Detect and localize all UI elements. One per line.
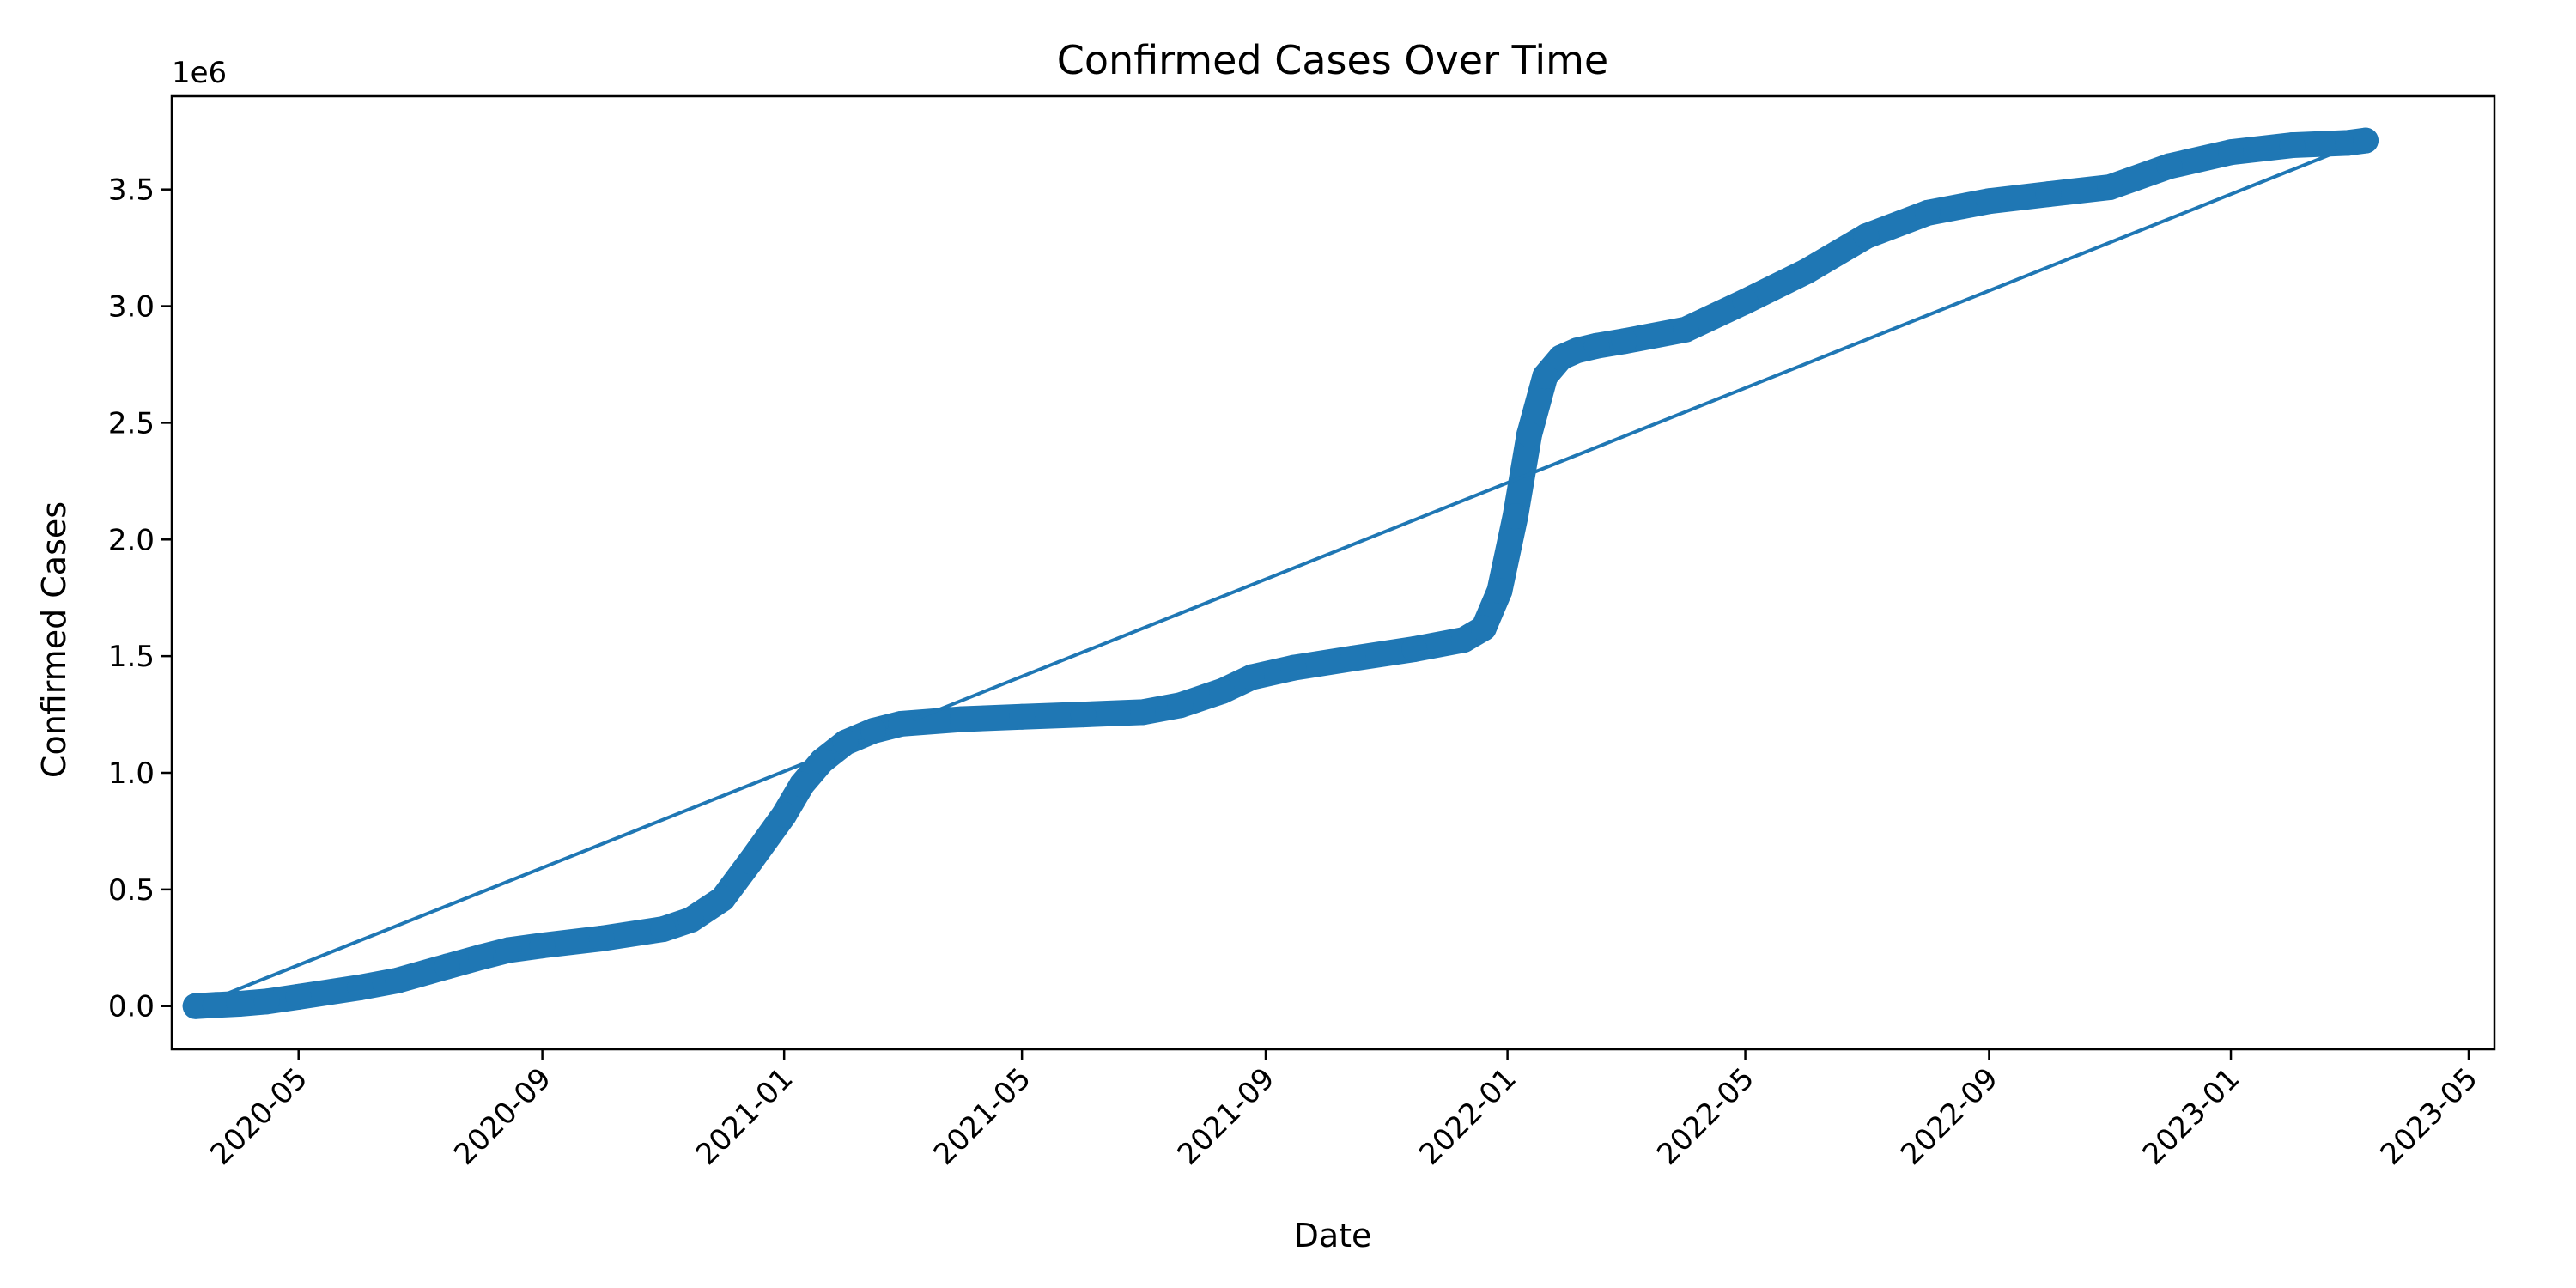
x-tick-label: 2022-05 [1650, 1061, 1761, 1172]
data-point [1502, 503, 1528, 530]
y-scale-label: 1e6 [172, 56, 227, 90]
data-point [1450, 627, 1477, 653]
data-point [1401, 635, 1428, 662]
data-point [888, 710, 914, 737]
data-point [1340, 645, 1366, 671]
y-tick-label: 2.0 [108, 523, 155, 557]
data-point [709, 885, 736, 912]
data-point [385, 967, 411, 993]
data-point [737, 848, 763, 875]
data-point [2279, 132, 2306, 159]
data-point [1486, 578, 1513, 605]
y-tick-label: 1.5 [108, 640, 155, 674]
data-point [1516, 422, 1542, 448]
data-point [1009, 703, 1036, 730]
data-point [226, 991, 252, 1018]
series-connecting-line [194, 138, 2366, 1008]
x-tick-label: 2022-09 [1894, 1061, 2005, 1172]
data-point [253, 988, 280, 1015]
data-point [949, 706, 975, 732]
y-tick-label: 0.5 [108, 873, 155, 908]
y-tick-label: 3.5 [108, 173, 155, 208]
data-point [1129, 699, 1156, 726]
data-point [1583, 332, 1610, 359]
x-tick-label: 2021-05 [927, 1061, 1038, 1172]
data-point [1611, 328, 1637, 355]
data-point [285, 983, 312, 1010]
data-point [677, 907, 704, 933]
x-tick-label: 2020-09 [447, 1061, 558, 1172]
data-point [1794, 258, 1820, 284]
y-tick-label: 0.0 [108, 990, 155, 1024]
data-point [1209, 677, 1236, 704]
data-point [771, 801, 798, 828]
data-point [1564, 337, 1590, 364]
data-point [1732, 289, 1759, 315]
y-tick-label: 3.0 [108, 290, 155, 325]
data-point [1673, 316, 1699, 343]
x-tick-label: 2020-05 [204, 1061, 314, 1172]
x-tick-label: 2021-09 [1171, 1061, 1282, 1172]
x-tick-label: 2023-01 [2136, 1061, 2247, 1172]
data-point [529, 933, 556, 959]
data-point [468, 944, 495, 970]
data-point [182, 993, 209, 1019]
data-point [650, 916, 677, 943]
data-point [832, 729, 859, 756]
data-point [2035, 181, 2062, 208]
data-point [2218, 139, 2245, 166]
data-point [1280, 654, 1307, 681]
data-point [1853, 223, 1880, 250]
chart-title: Confirmed Cases Over Time [1057, 37, 1608, 83]
x-tick-label: 2022-01 [1413, 1061, 1523, 1172]
data-point [788, 771, 815, 798]
data-point [2097, 173, 2123, 200]
data-point [809, 748, 835, 775]
y-tick-label: 1.0 [108, 756, 155, 791]
data-point [860, 718, 887, 744]
data-point [588, 925, 615, 951]
data-point [1470, 615, 1497, 641]
y-axis-label: Confirmed Cases [35, 501, 73, 778]
x-axis-label: Date [1294, 1217, 1372, 1255]
data-point [1914, 199, 1941, 226]
data-point [495, 937, 522, 963]
data-point [1976, 188, 2002, 215]
x-tick-label: 2021-01 [690, 1061, 800, 1172]
data-point [2352, 127, 2379, 154]
y-tick-label: 2.5 [108, 406, 155, 440]
data-point [1070, 702, 1097, 728]
data-point [1238, 664, 1265, 690]
data-point [202, 992, 228, 1018]
plot-frame [170, 94, 2496, 1051]
data-point [1167, 692, 1194, 719]
data-point [1532, 363, 1558, 390]
data-layer [182, 127, 2379, 1019]
x-tick-label: 2023-05 [2374, 1061, 2485, 1172]
data-point [2156, 153, 2183, 179]
data-point [434, 953, 460, 980]
data-point [347, 974, 374, 1000]
